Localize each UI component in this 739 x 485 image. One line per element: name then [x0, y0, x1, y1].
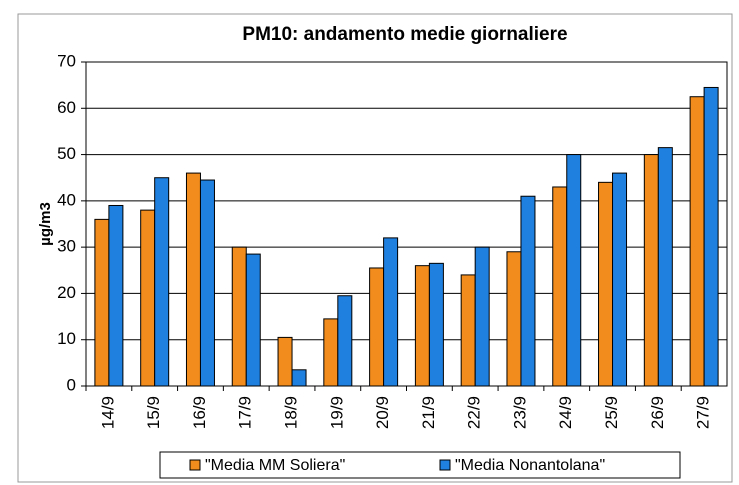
bar: [460, 274, 476, 387]
bar: [520, 195, 536, 387]
bar: [154, 177, 170, 387]
bar: [643, 154, 659, 387]
bar: [245, 253, 261, 387]
y-tick-label: 40: [57, 190, 76, 209]
x-tick-label: 16/9: [190, 396, 209, 429]
bar: [703, 86, 719, 387]
y-tick-label: 30: [57, 237, 76, 256]
y-tick-label: 0: [67, 375, 76, 394]
chart-frame: [17, 13, 733, 483]
bar: [428, 262, 444, 387]
bar: [337, 295, 353, 387]
plot-area: [85, 61, 728, 387]
bar: [185, 172, 201, 387]
y-tick-label: 20: [57, 283, 76, 302]
x-tick-label: 17/9: [236, 396, 255, 429]
bar: [552, 186, 568, 387]
bar: [277, 336, 293, 387]
x-tick-label: 25/9: [602, 396, 621, 429]
x-tick-label: 14/9: [98, 396, 117, 429]
x-tick-label: 20/9: [373, 396, 392, 429]
bar: [612, 172, 628, 387]
y-tick-label: 50: [57, 144, 76, 163]
bar: [689, 96, 705, 387]
x-tick-label: 15/9: [144, 396, 163, 429]
x-tick-label: 21/9: [419, 396, 438, 429]
bar: [474, 246, 490, 387]
x-tick-label: 26/9: [648, 396, 667, 429]
bar: [231, 246, 247, 387]
y-tick-label: 10: [57, 329, 76, 348]
bar: [369, 267, 385, 387]
bar: [140, 209, 156, 387]
bar: [506, 251, 522, 387]
legend-label: "Media Nonantolana": [455, 457, 605, 474]
y-tick-label: 60: [57, 98, 76, 117]
x-tick-label: 19/9: [327, 396, 346, 429]
y-axis-label: µg/m3: [37, 202, 54, 246]
bar: [291, 369, 307, 387]
legend-swatch: [189, 459, 201, 471]
bar: [657, 147, 673, 387]
chart-title: PM10: andamento medie giornaliere: [242, 24, 567, 45]
legend-label: "Media MM Soliera": [205, 457, 345, 474]
bar: [108, 204, 124, 387]
x-tick-label: 24/9: [556, 396, 575, 429]
x-tick-label: 23/9: [510, 396, 529, 429]
bar: [566, 154, 582, 387]
legend-box: [159, 451, 681, 479]
legend-swatch: [439, 459, 451, 471]
x-tick-label: 18/9: [282, 396, 301, 429]
x-tick-label: 22/9: [465, 396, 484, 429]
bar: [94, 218, 110, 387]
bar: [199, 179, 215, 387]
y-tick-label: 70: [57, 51, 76, 70]
bar: [598, 181, 614, 387]
bar: [414, 265, 430, 387]
bar: [383, 237, 399, 387]
bar: [323, 318, 339, 387]
x-tick-label: 27/9: [694, 396, 713, 429]
